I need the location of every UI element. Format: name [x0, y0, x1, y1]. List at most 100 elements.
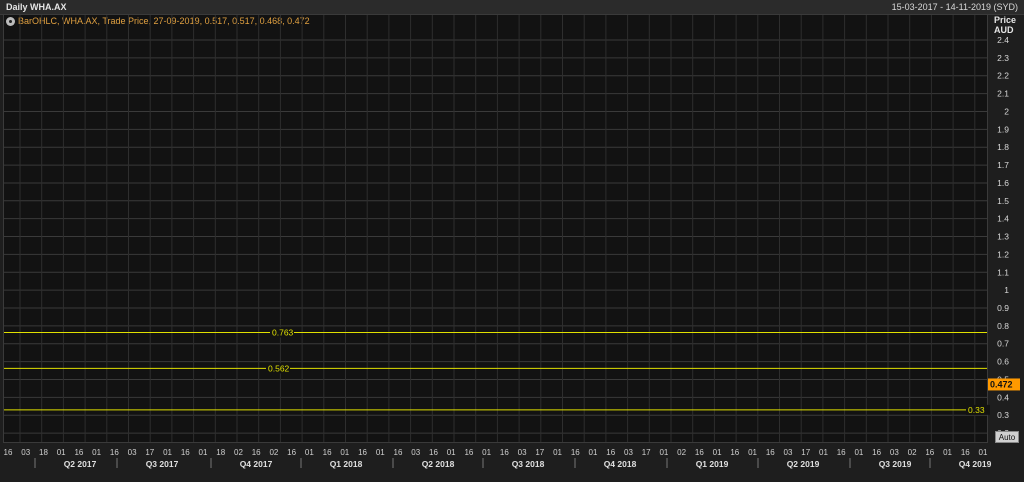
- level-label-bg: [266, 363, 290, 374]
- legend-label: BarOHLC, WHA.AX, Trade Price, 27-09-2019…: [18, 16, 310, 26]
- x-tick-label: 01: [589, 448, 598, 457]
- last-price-badge: [988, 378, 1020, 391]
- y-tick-label: 1.3: [997, 232, 1009, 242]
- x-tick-label: 01: [748, 448, 757, 457]
- x-tick-label: 16: [571, 448, 580, 457]
- y-tick-label: 2.3: [997, 53, 1009, 63]
- x-tick-label: 01: [854, 448, 863, 457]
- quarter-label: Q4 2018: [604, 459, 637, 469]
- quarter-label: Q4 2019: [959, 459, 992, 469]
- x-tick-label: 01: [553, 448, 562, 457]
- quarter-label: Q4 2017: [240, 459, 273, 469]
- x-tick-label: 17: [145, 448, 154, 457]
- x-tick-label: 01: [340, 448, 349, 457]
- x-tick-label: 16: [730, 448, 739, 457]
- x-tick-label: 01: [659, 448, 668, 457]
- x-tick-label: 01: [305, 448, 314, 457]
- x-tick-label: 16: [252, 448, 261, 457]
- x-tick-label: 01: [57, 448, 66, 457]
- y-tick-label: 1.8: [997, 142, 1009, 152]
- y-axis-title-price: Price: [994, 15, 1017, 25]
- x-tick-label: 18: [39, 448, 48, 457]
- x-tick-label: 01: [92, 448, 101, 457]
- y-tick-label: 2.2: [997, 71, 1009, 81]
- x-tick-label: 01: [713, 448, 722, 457]
- x-tick-label: 16: [323, 448, 332, 457]
- x-tick-label: 16: [394, 448, 403, 457]
- y-tick-label: 1.7: [997, 160, 1009, 170]
- x-tick-label: 18: [216, 448, 225, 457]
- x-tick-label: 02: [234, 448, 243, 457]
- x-tick-label: 16: [872, 448, 881, 457]
- level-label-bg: [270, 327, 294, 338]
- y-axis-title: Price AUD: [994, 15, 1016, 35]
- plot-area[interactable]: [3, 14, 988, 443]
- x-tick-label: 16: [606, 448, 615, 457]
- x-tick-label: 16: [358, 448, 367, 457]
- quarter-label: Q2 2018: [422, 459, 455, 469]
- x-tick-label: 01: [163, 448, 172, 457]
- quarter-label: Q2 2019: [787, 459, 820, 469]
- level-label: 0.562: [268, 363, 290, 373]
- quarter-label: Q2 2017: [64, 459, 97, 469]
- last-price-label: 0.472: [990, 379, 1013, 389]
- x-tick-label: 02: [269, 448, 278, 457]
- x-tick-label: 16: [4, 448, 13, 457]
- y-tick-label: 1: [1004, 285, 1009, 295]
- y-tick-label: 0.9: [997, 303, 1009, 313]
- x-tick-label: 16: [287, 448, 296, 457]
- y-tick-label: 1.1: [997, 267, 1009, 277]
- y-tick-label: 2.4: [997, 35, 1009, 45]
- y-tick-label: 0.7: [997, 339, 1009, 349]
- x-tick-label: 01: [199, 448, 208, 457]
- x-tick-label: 17: [642, 448, 651, 457]
- x-tick-label: 01: [943, 448, 952, 457]
- gear-icon[interactable]: [6, 16, 15, 26]
- x-tick-label: 01: [447, 448, 456, 457]
- y-tick-label: 0.4: [997, 392, 1009, 402]
- y-tick-label: 1.5: [997, 196, 1009, 206]
- y-tick-label: 0.3: [997, 410, 1009, 420]
- level-label: 0.763: [272, 327, 294, 337]
- x-tick-label: 16: [837, 448, 846, 457]
- date-range[interactable]: 15-03-2017 - 14-11-2019 (SYD): [891, 2, 1018, 12]
- auto-scale-button[interactable]: Auto: [995, 431, 1019, 443]
- y-axis-title-currency: AUD: [994, 25, 1014, 35]
- x-tick-label: 03: [890, 448, 899, 457]
- quarter-label: Q3 2018: [512, 459, 545, 469]
- x-tick-label: 16: [464, 448, 473, 457]
- x-tick-label: 16: [695, 448, 704, 457]
- y-tick-label: 0.8: [997, 321, 1009, 331]
- x-tick-label: 16: [500, 448, 509, 457]
- x-tick-label: 03: [128, 448, 137, 457]
- x-tick-label: 16: [74, 448, 83, 457]
- x-tick-label: 03: [784, 448, 793, 457]
- x-tick-label: 16: [110, 448, 119, 457]
- x-tick-label: 16: [429, 448, 438, 457]
- quarter-label: Q1 2018: [330, 459, 363, 469]
- x-tick-label: 01: [376, 448, 385, 457]
- series-legend[interactable]: BarOHLC, WHA.AX, Trade Price, 27-09-2019…: [6, 16, 310, 26]
- y-tick-label: 1.2: [997, 249, 1009, 259]
- x-tick-label: 03: [624, 448, 633, 457]
- y-tick-label: 1.6: [997, 178, 1009, 188]
- x-tick-label: 03: [411, 448, 420, 457]
- x-tick-label: 02: [908, 448, 917, 457]
- y-tick-label: 0.6: [997, 357, 1009, 367]
- x-tick-label: 03: [21, 448, 30, 457]
- quarter-label: Q1 2019: [696, 459, 729, 469]
- x-tick-label: 01: [482, 448, 491, 457]
- level-label-bg: [966, 404, 990, 415]
- y-tick-label: 1.9: [997, 124, 1009, 134]
- x-tick-label: 17: [801, 448, 810, 457]
- x-tick-label: 03: [518, 448, 527, 457]
- x-tick-label: 01: [979, 448, 988, 457]
- quarter-label: Q3 2019: [879, 459, 912, 469]
- x-tick-label: 16: [925, 448, 934, 457]
- x-tick-label: 17: [535, 448, 544, 457]
- x-tick-label: 16: [181, 448, 190, 457]
- x-tick-label: 01: [819, 448, 828, 457]
- x-tick-label: 02: [677, 448, 686, 457]
- x-tick-label: 16: [961, 448, 970, 457]
